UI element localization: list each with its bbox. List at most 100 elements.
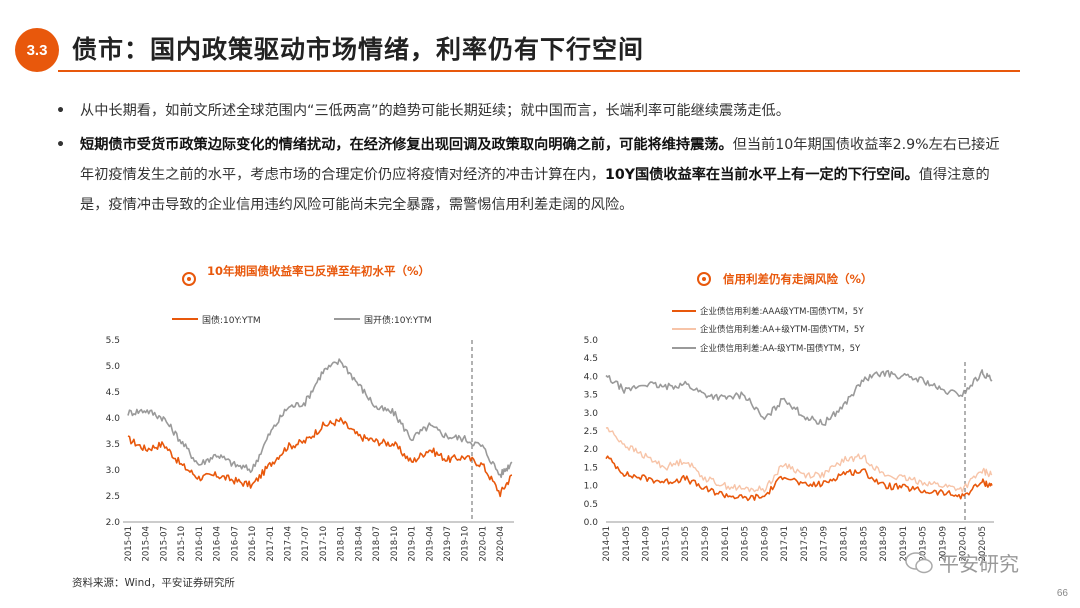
left-legend: 国债:10Y:YTM 国开债:10Y:YTM <box>172 314 432 326</box>
legend-label-cdb: 国开债:10Y:YTM <box>364 314 432 326</box>
x-tick-label: 2014-05 <box>622 526 632 562</box>
source-note: 资料来源：Wind，平安证券研究所 <box>72 577 235 589</box>
x-tick-label: 2017-07 <box>301 526 311 562</box>
y-tick-label: 4.5 <box>584 354 598 364</box>
bullet-text: 从中长期看，如前文所述全球范围内“三低两高”的趋势可能长期延续；就中国而言，长端… <box>80 103 790 119</box>
watermark-text: 平安研究 <box>939 552 1019 576</box>
right-chart-title: 信用利差仍有走阔风险（%） <box>723 272 873 286</box>
series-line-0 <box>127 417 513 498</box>
left-chart: 国债:10Y:YTM 国开债:10Y:YTM 5.5 5.0 4.5 4.0 3.5 3.… <box>106 314 514 562</box>
x-tick-label: 2020-05 <box>978 526 988 562</box>
x-tick-label: 2018-07 <box>372 526 382 562</box>
x-tick-label: 2016-01 <box>721 526 731 562</box>
left-y-axis: 5.5 5.0 4.5 4.0 3.5 3.0 2.5 2.0 <box>106 336 121 528</box>
section-number-badge: 3.3 <box>15 28 59 72</box>
bullet-bold-text: 10Y国债收益率在当前水平上有一定的下行空间。 <box>604 167 919 183</box>
x-tick-label: 2018-01 <box>840 526 850 562</box>
right-x-axis: 2014-01 2014-05 2014-09 2015-01 2015-05 2015-… <box>602 526 988 562</box>
x-tick-label: 2017-01 <box>266 526 276 562</box>
series-line-1 <box>127 358 513 479</box>
x-tick-label: 2020-04 <box>496 526 506 562</box>
y-tick-label: 2.5 <box>106 492 120 502</box>
target-icon <box>697 272 711 286</box>
left-x-axis: 2015-01 2015-04 2015-07 2015-10 2016-01 2016-… <box>124 526 506 562</box>
y-tick-label: 3.0 <box>106 466 121 476</box>
y-tick-label: 2.0 <box>584 445 599 455</box>
x-tick-label: 2017-01 <box>780 526 790 562</box>
x-tick-label: 2018-09 <box>879 526 889 562</box>
x-tick-label: 2017-09 <box>820 526 830 562</box>
bullet-text: 但当前10年期国债收益率2.9%左右已接近年初疫情发生之前的水平，考虑市场的合理… <box>80 137 1000 183</box>
y-tick-label: 4.0 <box>106 414 121 424</box>
right-series-group <box>605 369 993 502</box>
y-tick-label: 2.5 <box>584 427 598 437</box>
y-tick-label: 4.5 <box>106 388 120 398</box>
x-tick-label: 2016-04 <box>213 526 223 562</box>
x-tick-label: 2020-01 <box>478 526 488 562</box>
page-title: 债市：国内政策驱动市场情绪，利率仍有下行空间 <box>72 35 645 64</box>
x-tick-label: 2019-04 <box>425 526 435 562</box>
x-tick-label: 2018-01 <box>337 526 347 562</box>
x-tick-label: 2017-05 <box>800 526 810 562</box>
y-tick-label: 3.5 <box>106 440 120 450</box>
y-tick-label: 1.5 <box>584 463 598 473</box>
y-tick-label: 5.5 <box>106 336 120 346</box>
y-tick-label: 1.0 <box>584 482 599 492</box>
right-chart: 企业债信用利差:AAA级YTM-国债YTM，5Y 企业债信用利差:AA+级YTM… <box>584 306 994 562</box>
x-tick-label: 2019-07 <box>443 526 453 562</box>
legend-label-aaminus: 企业债信用利差:AA-级YTM-国债YTM，5Y <box>700 343 861 354</box>
x-tick-label: 2015-07 <box>159 526 169 562</box>
target-icon <box>182 272 196 286</box>
x-tick-label: 2016-01 <box>195 526 205 562</box>
title-divider <box>58 70 1020 72</box>
x-tick-label: 2014-01 <box>602 526 612 562</box>
x-tick-label: 2019-10 <box>461 526 471 562</box>
y-tick-label: 0.5 <box>584 500 598 510</box>
x-tick-label: 2018-10 <box>390 526 400 562</box>
bullet-text: 值得注意的是，疫情冲击导致的企业信用违约风险可能尚未完全暴露，需警惕信用利差走阔… <box>80 167 990 213</box>
y-tick-label: 3.5 <box>584 391 598 401</box>
x-tick-label: 2015-09 <box>701 526 711 562</box>
x-tick-label: 2018-05 <box>859 526 869 562</box>
x-tick-label: 2016-05 <box>741 526 751 562</box>
x-tick-label: 2016-09 <box>760 526 770 562</box>
bullet-dot: • <box>56 103 66 119</box>
x-tick-label: 2015-04 <box>142 526 152 562</box>
left-chart-title: 10年期国债收益率已反弹至年初水平（%） <box>207 264 431 278</box>
right-legend: 企业债信用利差:AAA级YTM-国债YTM，5Y 企业债信用利差:AA+级YTM… <box>672 306 865 354</box>
bullet-list: • 从中长期看，如前文所述全球范围内“三低两高”的趋势可能长期延续；就中国而言，… <box>50 96 1010 224</box>
x-tick-label: 2016-10 <box>248 526 258 562</box>
y-tick-label: 0.0 <box>584 518 599 528</box>
x-tick-label: 2020-01 <box>958 526 968 562</box>
x-tick-label: 2018-04 <box>354 526 364 562</box>
series-line-1 <box>605 427 993 493</box>
x-tick-label: 2015-01 <box>661 526 671 562</box>
right-y-axis: 5.0 4.5 4.0 3.5 3.0 2.5 2.0 1.5 1.0 0.5 0.0 <box>584 336 599 528</box>
x-tick-label: 2016-07 <box>230 526 240 562</box>
x-tick-label: 2019-05 <box>919 526 929 562</box>
legend-label-aaplus: 企业债信用利差:AA+级YTM-国债YTM，5Y <box>700 324 865 335</box>
y-tick-label: 3.0 <box>584 409 599 419</box>
x-tick-label: 2019-01 <box>899 526 909 562</box>
x-tick-label: 2015-01 <box>124 526 134 562</box>
bullet-item-2: • 短期债市受货币政策边际变化的情绪扰动，在经济修复出现回调及政策取向明确之前，… <box>50 130 1010 220</box>
left-series-group <box>127 358 513 498</box>
legend-label-gov: 国债:10Y:YTM <box>202 314 261 326</box>
y-tick-label: 2.0 <box>106 518 121 528</box>
x-tick-label: 2017-10 <box>319 526 329 562</box>
series-line-2 <box>605 369 993 426</box>
x-tick-label: 2015-10 <box>177 526 187 562</box>
y-tick-label: 5.0 <box>584 336 599 346</box>
y-tick-label: 4.0 <box>584 372 599 382</box>
watermark: 平安研究 <box>905 548 1019 577</box>
bullet-item-1: • 从中长期看，如前文所述全球范围内“三低两高”的趋势可能长期延续；就中国而言，… <box>50 96 1010 126</box>
y-tick-label: 5.0 <box>106 362 121 372</box>
series-line-0 <box>605 455 993 502</box>
wechat-icon <box>905 551 933 573</box>
legend-label-aaa: 企业债信用利差:AAA级YTM-国债YTM，5Y <box>700 306 864 317</box>
x-tick-label: 2019-09 <box>939 526 949 562</box>
x-tick-label: 2019-01 <box>408 526 418 562</box>
bullet-bold-text: 短期债市受货币政策边际变化的情绪扰动，在经济修复出现回调及政策取向明确之前，可能… <box>80 137 733 153</box>
x-tick-label: 2014-09 <box>642 526 652 562</box>
page-number: 66 <box>1056 588 1068 599</box>
